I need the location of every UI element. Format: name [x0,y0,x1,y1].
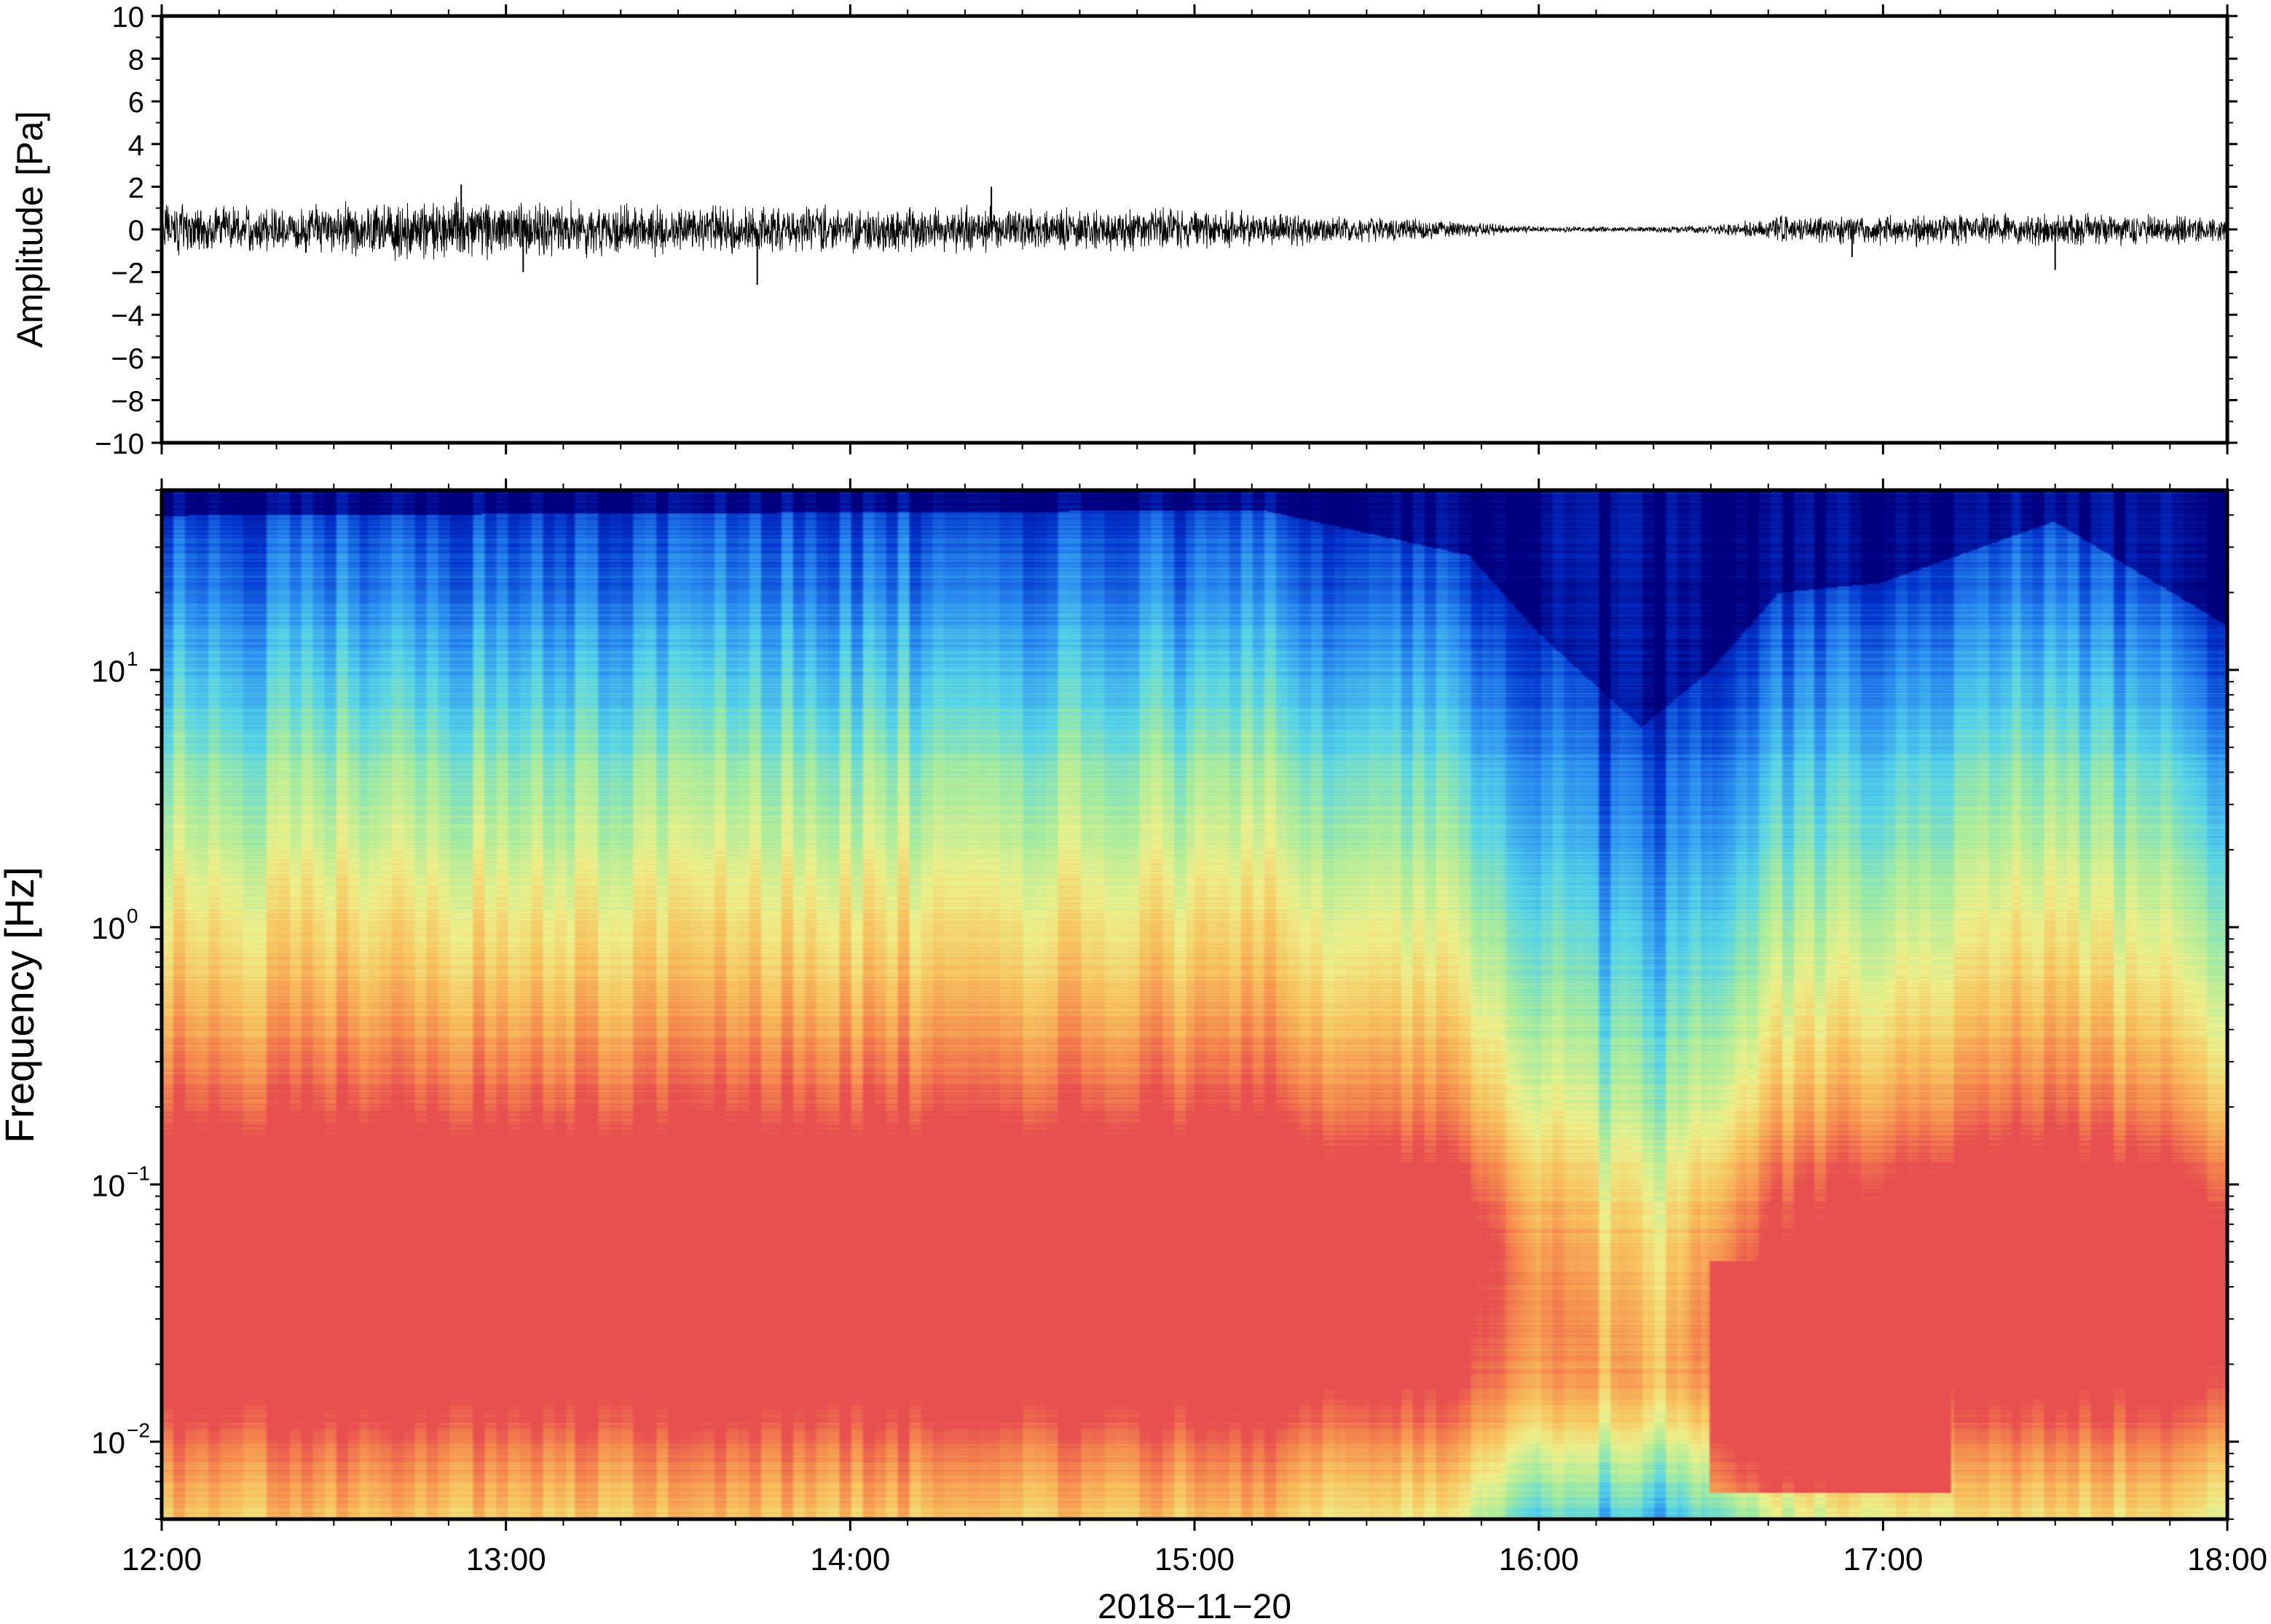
time-x-tick-label: 12:00 [122,1542,202,1577]
spectrogram-image [162,490,2227,1519]
frequency-y-axis-title: Frequency [Hz] [0,867,42,1143]
time-x-tick-label: 16:00 [1499,1542,1579,1577]
frequency-y-tick-label: 10 [91,654,125,688]
amplitude-y-tick-label: 6 [128,87,144,119]
amplitude-y-tick-label: −10 [95,428,144,460]
amplitude-y-tick-label: −2 [111,258,144,290]
frequency-y-tick-exponent: −1 [127,1162,150,1184]
spectrogram-heatmap [162,490,2227,1519]
frequency-y-tick-exponent: 0 [127,904,138,927]
amplitude-y-tick-label: −4 [111,300,144,332]
amplitude-y-tick-label: 4 [128,130,144,162]
amplitude-trace [162,184,2227,285]
time-x-tick-label: 17:00 [1843,1542,1923,1577]
amplitude-y-tick-label: −6 [111,343,144,375]
amplitude-y-axis-title: Amplitude [Pa] [9,111,50,347]
amplitude-panel: 10 8 6 4 2 0 −2 −4 −6 −8 −10 Amplitude [Pa] [9,1,2237,460]
frequency-y-tick-label: 10 [91,1426,125,1460]
time-x-ticks: 12:00 13:00 14:00 15:00 16:00 17:00 18:00 [122,478,2267,1577]
amplitude-x-ticks [160,4,2229,454]
frequency-y-tick-exponent: 1 [127,647,138,670]
amplitude-y-ticks: 10 8 6 4 2 0 −2 −4 −6 −8 −10 [95,1,2237,460]
amplitude-y-tick-label: 2 [128,172,144,204]
amplitude-trace-line [162,197,2227,261]
frequency-y-tick-label: 10 [91,1168,125,1202]
time-x-tick-label: 15:00 [1154,1542,1235,1577]
amplitude-y-tick-label: 0 [128,215,144,247]
amplitude-y-tick-label: −8 [111,385,144,417]
frequency-y-tick-label: 10 [91,911,125,945]
amplitude-y-tick-label: 10 [112,1,145,33]
time-x-tick-label: 18:00 [2187,1542,2267,1577]
time-x-tick-label: 13:00 [466,1542,546,1577]
amplitude-y-tick-label: 8 [128,44,144,76]
time-x-tick-label: 14:00 [810,1542,890,1577]
date-x-axis-title: 2018−11−20 [1098,1588,1291,1624]
frequency-y-tick-exponent: −2 [127,1419,150,1442]
